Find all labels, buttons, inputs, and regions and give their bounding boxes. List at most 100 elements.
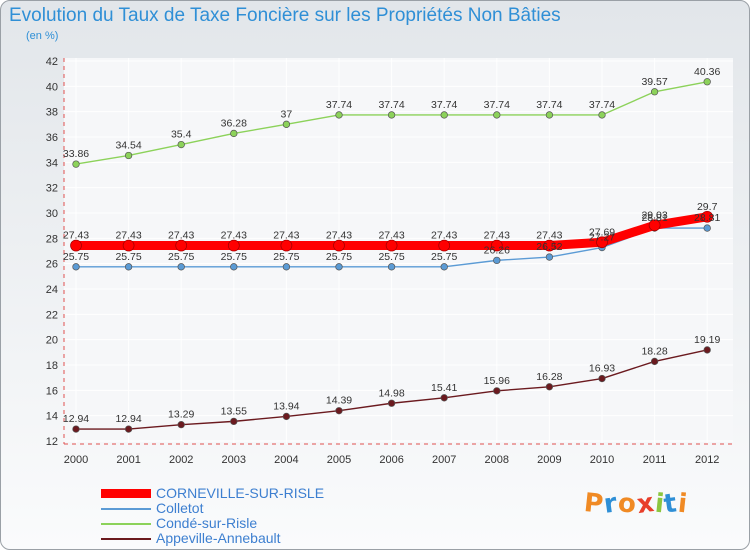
data-label: 33.86 — [63, 148, 89, 160]
data-label: 13.55 — [221, 405, 247, 417]
data-label: 16.28 — [536, 371, 562, 383]
data-point — [177, 421, 185, 429]
y-tick-label: 26 — [46, 259, 58, 271]
chart-subtitle: (en %) — [26, 30, 59, 42]
proxiti-logo: Proxiti — [582, 488, 689, 520]
data-label: 27.43 — [431, 230, 457, 242]
data-point — [124, 425, 133, 433]
data-point — [387, 111, 396, 119]
data-point — [122, 239, 135, 252]
data-point — [648, 219, 661, 232]
data-point — [335, 111, 343, 119]
x-tick-label: 2011 — [643, 454, 667, 466]
data-point — [545, 253, 554, 261]
data-label: 37.74 — [326, 99, 352, 111]
data-point — [177, 140, 185, 149]
data-point — [230, 263, 238, 271]
x-tick-label: 2012 — [695, 454, 719, 466]
data-point — [440, 263, 448, 271]
y-tick-label: 28 — [46, 233, 58, 245]
data-point — [227, 239, 240, 252]
data-point — [545, 111, 554, 119]
data-label: 19.19 — [694, 334, 720, 346]
y-tick-label: 18 — [46, 360, 58, 372]
x-tick-label: 2008 — [485, 454, 509, 466]
data-point — [72, 263, 80, 271]
x-tick-label: 2000 — [64, 454, 88, 466]
legend-swatch — [101, 523, 151, 525]
y-tick-label: 42 — [46, 56, 58, 68]
data-point — [703, 224, 711, 232]
data-label: 27.43 — [273, 230, 299, 242]
data-label: 28.81 — [641, 212, 667, 224]
data-label: 18.28 — [641, 345, 667, 357]
data-label: 13.94 — [273, 400, 299, 412]
data-point — [493, 387, 501, 395]
plot-area — [64, 58, 733, 444]
x-tick-label: 2010 — [590, 454, 614, 466]
legend-label: Colletot — [156, 500, 204, 516]
data-point — [701, 210, 714, 223]
data-label: 25.75 — [63, 251, 89, 263]
y-tick-label: 34 — [46, 157, 58, 169]
x-tick-label: 2007 — [432, 454, 456, 466]
y-tick-label: 20 — [46, 335, 58, 347]
data-point — [72, 425, 80, 433]
data-label: 27.43 — [484, 230, 510, 242]
data-label: 27.43 — [326, 230, 352, 242]
data-label: 12.94 — [63, 413, 89, 425]
data-label: 37.74 — [536, 99, 562, 111]
data-label: 37 — [281, 108, 293, 120]
data-point — [650, 357, 659, 366]
y-tick-label: 12 — [46, 436, 58, 448]
data-label: 36.28 — [221, 117, 247, 129]
y-tick-label: 32 — [46, 183, 58, 195]
chart-title: Evolution du Taux de Taxe Foncière sur l… — [9, 5, 561, 26]
x-tick-label: 2001 — [116, 454, 140, 466]
y-tick-label: 30 — [46, 208, 58, 220]
data-label: 26.26 — [484, 244, 510, 256]
data-label: 25.75 — [431, 251, 457, 263]
data-point — [335, 263, 343, 271]
data-label: 12.94 — [115, 413, 141, 425]
data-label: 27.43 — [115, 230, 141, 242]
data-point — [438, 239, 451, 252]
data-point — [490, 239, 503, 252]
x-tick-label: 2009 — [537, 454, 561, 466]
legend-label: Appeville-Annebault — [156, 530, 281, 546]
data-label: 27.43 — [378, 230, 404, 242]
data-point — [124, 263, 133, 271]
x-tick-label: 2002 — [169, 454, 193, 466]
y-tick-label: 38 — [46, 107, 58, 119]
data-label: 27.43 — [63, 230, 89, 242]
data-point — [440, 111, 448, 119]
y-tick-label: 22 — [46, 309, 58, 321]
data-point — [230, 129, 238, 138]
data-point — [282, 263, 291, 271]
data-point — [596, 236, 608, 249]
data-point — [387, 399, 396, 407]
data-point — [703, 346, 711, 354]
data-label: 25.75 — [378, 251, 404, 263]
data-label: 14.98 — [378, 387, 404, 399]
data-label: 40.36 — [694, 66, 720, 78]
y-tick-label: 14 — [46, 411, 58, 423]
data-point — [230, 417, 238, 426]
data-point — [282, 412, 291, 421]
data-point — [543, 239, 556, 252]
y-tick-label: 16 — [46, 385, 58, 397]
legend-swatch — [101, 489, 151, 498]
data-point — [598, 111, 606, 119]
data-label: 37.74 — [484, 99, 510, 111]
data-point — [335, 407, 343, 415]
data-label: 29.7 — [697, 201, 718, 213]
data-point — [650, 88, 659, 96]
data-label: 25.75 — [273, 251, 299, 263]
data-point — [493, 256, 501, 265]
legend-label: Condé-sur-Risle — [156, 515, 258, 531]
data-label: 27.27 — [589, 232, 615, 244]
legend-swatch — [101, 538, 151, 540]
data-label: 16.93 — [589, 363, 615, 375]
data-label: 37.74 — [378, 99, 404, 111]
data-label: 35.4 — [171, 129, 192, 141]
